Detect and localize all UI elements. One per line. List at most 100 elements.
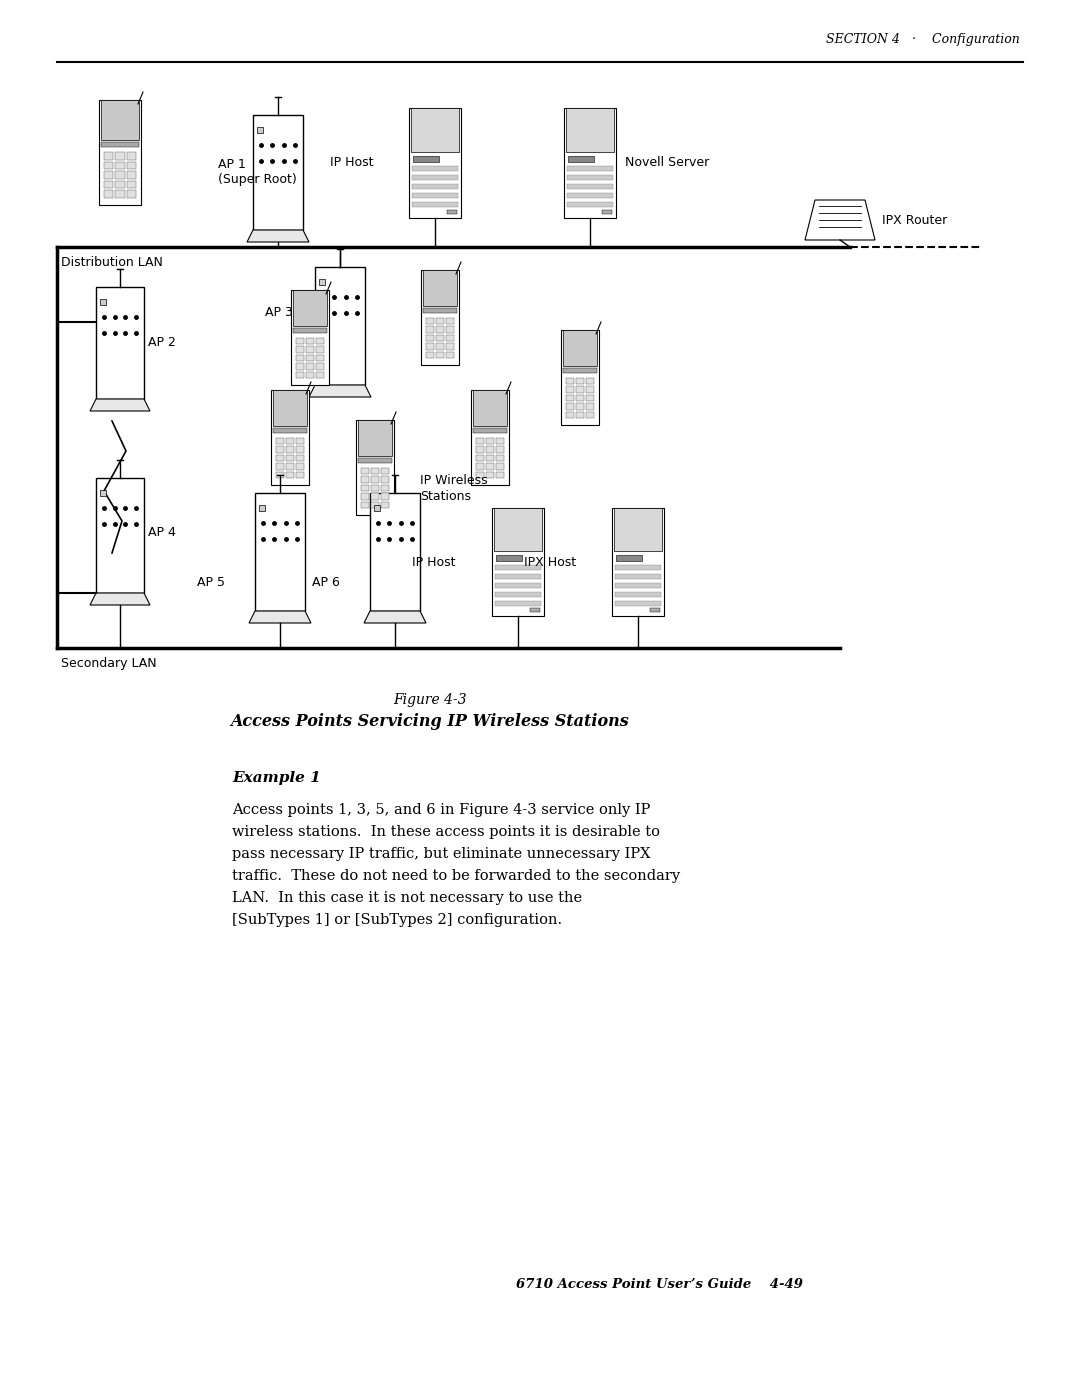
Bar [411,166,458,170]
Bar [296,447,303,453]
Bar [495,583,541,588]
Text: AP 3: AP 3 [265,306,293,319]
Bar [296,372,303,379]
Bar [421,270,459,365]
Bar [602,210,612,214]
Bar [496,447,504,453]
Bar [361,476,369,483]
Bar [586,404,594,409]
Bar [615,509,662,552]
Bar [576,387,584,393]
Bar [446,319,454,324]
Bar [426,352,434,358]
Bar [409,108,461,218]
Bar [316,372,324,379]
Bar [291,291,329,386]
Bar [116,172,124,179]
Bar [296,472,303,478]
Bar [306,372,314,379]
Bar [286,447,294,453]
Bar [315,267,365,386]
Polygon shape [364,610,426,623]
Bar [116,190,124,198]
Text: IP Wireless: IP Wireless [420,474,488,486]
Polygon shape [90,400,150,411]
Bar [612,509,664,616]
Bar [381,493,389,500]
Text: AP 5: AP 5 [197,577,225,590]
Bar [126,162,136,169]
Bar [564,108,616,218]
Bar [411,193,458,198]
Bar [586,379,594,384]
Bar [286,439,294,444]
Bar [446,335,454,341]
Polygon shape [309,386,372,397]
Bar [316,363,324,370]
Bar [473,427,507,433]
Bar [423,309,457,313]
Bar [576,379,584,384]
Text: Distribution LAN: Distribution LAN [60,257,163,270]
Polygon shape [247,231,309,242]
Bar [586,412,594,418]
Bar [372,468,379,475]
Bar [486,455,494,461]
Bar [104,152,113,159]
Bar [495,601,541,606]
Bar [492,509,544,616]
Bar [436,327,444,332]
Text: 6710 Access Point User’s Guide    4-49: 6710 Access Point User’s Guide 4-49 [516,1278,804,1291]
Bar [306,338,314,345]
Bar [446,344,454,349]
Bar [495,574,541,580]
Bar [471,390,509,485]
Bar [436,335,444,341]
Bar [381,468,389,475]
Bar [276,464,284,469]
Bar [476,472,484,478]
Bar [296,346,303,353]
Bar [273,427,307,433]
Bar [104,162,113,169]
Bar [316,338,324,345]
Bar [486,447,494,453]
Bar [316,355,324,362]
Bar [567,166,613,170]
Bar [567,193,613,198]
Bar [566,412,573,418]
Bar [96,478,144,592]
Bar [255,493,305,610]
Text: AP 6: AP 6 [312,577,340,590]
Bar [96,286,144,400]
Bar [495,592,541,597]
Bar [372,502,379,509]
Polygon shape [90,592,150,605]
Bar [381,476,389,483]
Bar [615,574,661,580]
Text: IP Host: IP Host [413,556,456,570]
Bar [361,502,369,509]
Bar [372,476,379,483]
Text: wireless stations.  In these access points it is desirable to: wireless stations. In these access point… [232,826,660,840]
Bar [296,464,303,469]
Text: Stations: Stations [420,490,471,503]
Bar [426,344,434,349]
Bar [100,299,106,305]
Bar [494,509,542,552]
Text: IP Host: IP Host [329,156,373,169]
Text: Figure 4-3: Figure 4-3 [393,693,467,707]
Bar [357,420,392,455]
Bar [316,346,324,353]
Bar [476,447,484,453]
Bar [286,464,294,469]
Bar [116,180,124,189]
Bar [436,344,444,349]
Bar [586,387,594,393]
Text: traffic.  These do not need to be forwarded to the secondary: traffic. These do not need to be forward… [232,869,680,883]
Bar [566,404,573,409]
Bar [615,592,661,597]
Bar [102,101,139,140]
Bar [436,352,444,358]
Bar [566,379,573,384]
